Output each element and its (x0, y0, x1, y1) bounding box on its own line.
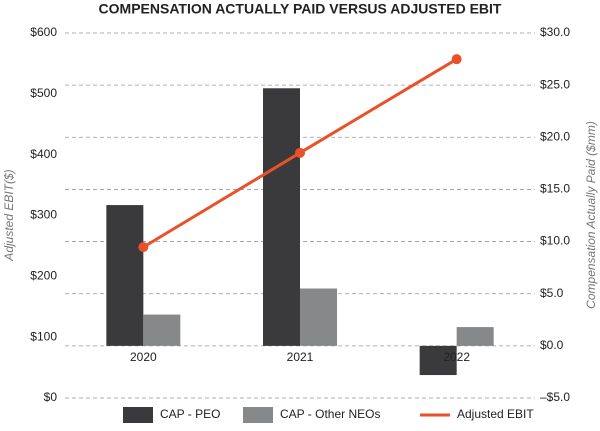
bar (106, 205, 144, 346)
line-point (451, 54, 462, 65)
legend-label: CAP - PEO (160, 407, 220, 421)
y-tick-label: $200 (30, 269, 57, 283)
y2-tick-label: $25.0 (540, 77, 570, 91)
x-tick-label: 2021 (287, 350, 314, 364)
line-point (138, 242, 149, 253)
bar (300, 288, 337, 346)
chart-title: COMPENSATION ACTUALLY PAID VERSUS ADJUST… (99, 1, 502, 17)
y-tick-label: $400 (30, 147, 57, 161)
y-tick-label: $500 (30, 86, 57, 100)
line-point (295, 147, 305, 158)
y-tick-label: $100 (30, 329, 57, 343)
bar (263, 88, 300, 346)
y2-tick-label: $15.0 (540, 182, 570, 196)
y2-tick-label: $0.0 (540, 338, 564, 352)
x-tick-label: 2022 (443, 350, 470, 364)
legend-label: Adjusted EBIT (457, 407, 534, 421)
y-axis-label: Adjusted EBIT($) (2, 169, 16, 261)
bar (456, 327, 494, 346)
y2-tick-label: $30.0 (540, 25, 570, 39)
y-tick-label: $600 (30, 25, 57, 39)
legend-label: CAP - Other NEOs (280, 407, 380, 421)
legend-swatch (123, 407, 153, 423)
y2-tick-label: $5.0 (540, 286, 564, 300)
legend-swatch (243, 407, 273, 423)
y2-axis-label: Compensation Actually Paid ($mm) (584, 121, 598, 309)
y2-tick-label: $20.0 (540, 129, 570, 143)
bar (419, 345, 457, 376)
y2-tick-label: $10.0 (540, 234, 570, 248)
y2-tick-label: –$5.0 (540, 390, 570, 404)
x-tick-label: 2020 (130, 350, 157, 364)
y-tick-label: $300 (30, 208, 57, 222)
y-tick-label: $0 (44, 390, 58, 404)
bar (143, 314, 181, 346)
